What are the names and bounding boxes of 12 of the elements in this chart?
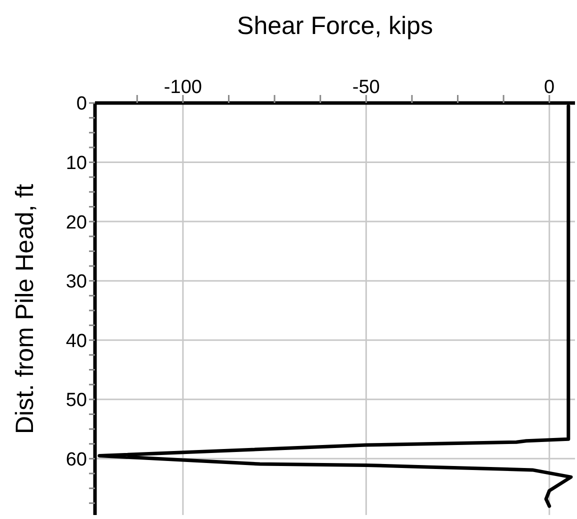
- x-axis-title: Shear Force, kips: [237, 12, 433, 40]
- x-tick-label: -50: [352, 77, 380, 98]
- y-tick-label: 60: [66, 449, 87, 470]
- y-tick-label: 0: [76, 94, 87, 115]
- y-tick-label: 30: [66, 272, 87, 293]
- y-axis-title: Dist. from Pile Head, ft: [10, 184, 39, 434]
- y-tick-label: 10: [66, 153, 87, 174]
- y-tick-label: 50: [66, 390, 87, 412]
- y-tick-label: 20: [66, 212, 87, 234]
- x-tick-label: 0: [544, 77, 555, 98]
- y-tick-label: 40: [66, 330, 87, 352]
- x-tick-label: -100: [164, 77, 202, 98]
